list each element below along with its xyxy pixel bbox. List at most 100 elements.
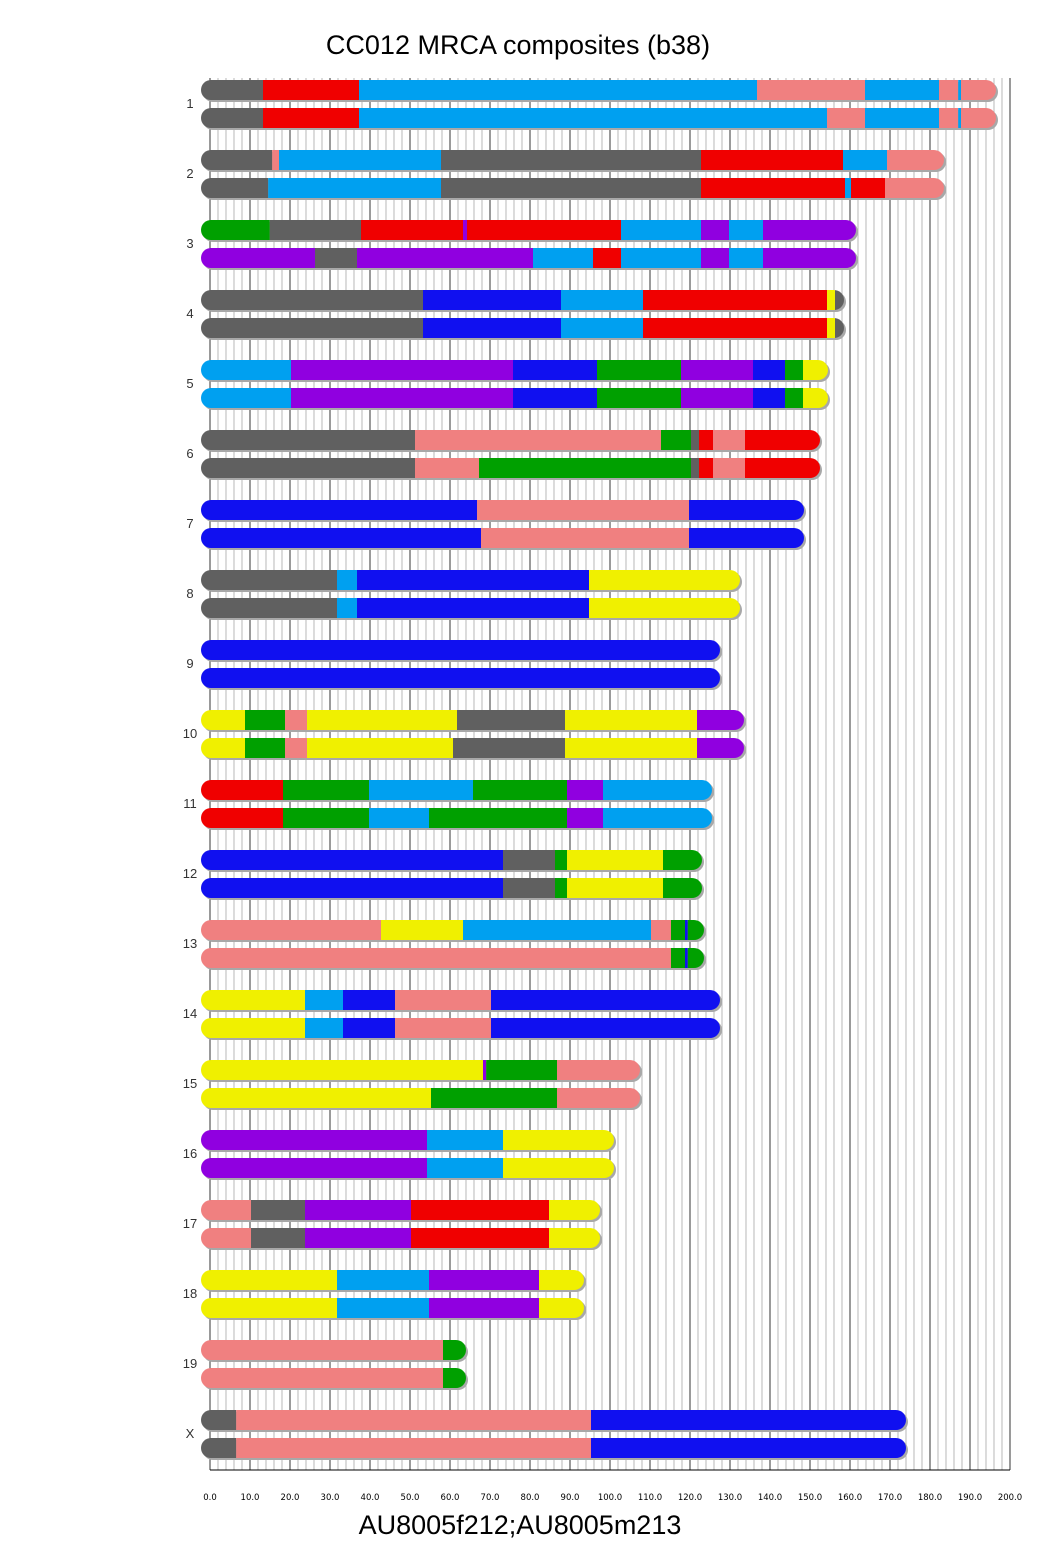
haplotype-segment [643,318,827,338]
haplotype-segment [201,948,671,968]
haplotype-track [201,1158,614,1178]
haplotype-segment [415,430,661,450]
haplotype-track [201,570,740,590]
haplotype-segment [315,248,357,268]
haplotype-segment [201,178,269,198]
haplotype-segment [503,878,555,898]
haplotype-segment [785,388,803,408]
haplotype-segment [283,808,369,828]
haplotype-segment [671,920,685,940]
haplotype-segment [671,948,685,968]
haplotype-track [201,220,856,240]
chromosome-1: 1 [186,80,998,130]
x-tick-label: 150.0 [798,1493,822,1503]
haplotype-segment [245,738,285,758]
haplotype-track [201,1410,906,1430]
haplotype-segment [443,1340,466,1360]
haplotype-segment [567,808,603,828]
haplotype-segment [681,360,753,380]
chromosome-11: 11 [183,780,714,830]
haplotype-segment [729,220,763,240]
haplotype-segment [429,808,567,828]
haplotype-segment [561,290,643,310]
haplotype-segment [201,290,423,310]
haplotype-segment [415,458,479,478]
haplotype-segment [503,1158,614,1178]
x-tick-label: 80.0 [521,1493,540,1503]
haplotype-segment [201,598,337,618]
haplotype-segment [621,248,701,268]
haplotype-segment [201,1410,237,1430]
chromosome-7: 7 [186,500,806,550]
x-tick-label: 70.0 [481,1493,500,1503]
haplotype-segment [603,808,712,828]
haplotype-segment [565,710,697,730]
haplotype-segment [285,738,307,758]
x-tick-label: 50.0 [401,1493,420,1503]
haplotype-segment [555,878,567,898]
haplotype-segment [701,178,845,198]
haplotype-segment [845,178,851,198]
haplotype-segment [491,1018,720,1038]
haplotype-segment [201,360,291,380]
haplotype-segment [958,80,961,100]
chromosome-label: 10 [183,726,197,741]
haplotype-segment [589,598,740,618]
chromosome-label: 14 [183,1006,197,1021]
haplotype-segment [429,1270,539,1290]
haplotype-segment [369,808,429,828]
haplotype-segment [201,1200,251,1220]
chromosome-5: 5 [186,360,830,410]
x-tick-label: 140.0 [758,1493,782,1503]
haplotype-segment [699,458,713,478]
chromosome-4: 4 [186,290,846,340]
haplotype-segment [691,430,699,450]
haplotype-segment [713,458,745,478]
haplotype-segment [689,500,804,520]
haplotype-segment [467,220,621,240]
haplotype-segment [201,710,245,730]
haplotype-segment [359,108,827,128]
haplotype-segment [201,318,423,338]
x-tick-label: 30.0 [321,1493,340,1503]
x-tick-label: 170.0 [878,1493,902,1503]
haplotype-track [201,948,704,968]
haplotype-segment [201,850,503,870]
haplotype-segment [555,850,567,870]
haplotype-segment [305,1200,411,1220]
haplotype-segment [431,1088,557,1108]
haplotype-segment [245,710,285,730]
chromosome-label: 13 [183,936,197,951]
haplotype-segment [533,248,593,268]
haplotype-segment [201,1130,427,1150]
haplotype-segment [491,990,720,1010]
haplotype-track [201,1088,640,1108]
x-tick-label: 160.0 [838,1493,862,1503]
haplotype-segment [697,710,744,730]
haplotype-segment [357,598,589,618]
haplotype-segment [201,388,291,408]
x-tick-label: 120.0 [678,1493,702,1503]
chromosome-16: 16 [183,1130,616,1180]
haplotype-segment [201,248,315,268]
haplotype-segment [305,1018,343,1038]
haplotype-track [201,80,996,100]
haplotype-track [201,598,740,618]
haplotype-segment [201,1270,337,1290]
haplotype-segment [687,920,704,940]
haplotype-track [201,430,820,450]
haplotype-segment [557,1060,640,1080]
haplotype-segment [593,248,621,268]
haplotype-segment [851,178,885,198]
haplotype-segment [441,178,701,198]
haplotype-segment [201,990,305,1010]
haplotype-track [201,850,702,870]
haplotype-segment [201,1158,427,1178]
haplotype-segment [291,360,513,380]
chromosome-label: 18 [183,1286,197,1301]
haplotype-segment [621,220,701,240]
haplotype-segment [201,458,415,478]
haplotype-segment [201,1340,443,1360]
haplotype-segment [201,80,263,100]
